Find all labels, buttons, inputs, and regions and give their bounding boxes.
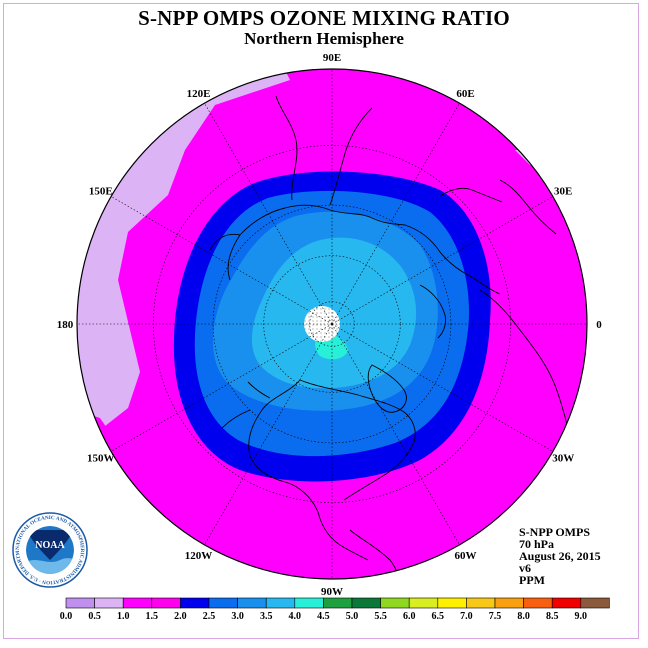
parallel-20n <box>153 145 511 503</box>
longitude-labels: 90E 60E 30E 0 30W 60W 90W 120W 150W 180 150E 120E <box>57 52 603 598</box>
color-bar-tick-0.0: 0.0 <box>60 611 73 622</box>
polar-no-data-region <box>304 306 340 342</box>
longitude-label-90e: 90E <box>323 52 341 64</box>
color-bar-tick-labels: 0.0 0.5 1.0 1.5 2.0 2.5 3.0 3.5 4.0 4.5 5.0 5.5 6.0 6… <box>60 611 587 622</box>
color-bar-tick-5.5: 5.5 <box>374 611 387 622</box>
meridian--30 <box>331 323 553 452</box>
coast-south-america <box>349 529 401 579</box>
color-swatch-10 <box>351 597 381 609</box>
color-bar-swatches <box>65 597 610 609</box>
color-bar-tick-4.5: 4.5 <box>317 611 330 622</box>
graticule <box>77 69 587 579</box>
longitude-label-30w: 30W <box>552 453 574 465</box>
coast-scandinavia <box>419 284 447 339</box>
color-swatch-4 <box>180 597 210 609</box>
coast-middle-east <box>499 179 557 235</box>
color-bar-tick-7.5: 7.5 <box>489 611 502 622</box>
info-units: PPM <box>519 573 545 587</box>
coastlines <box>209 95 571 579</box>
coast-greenland <box>367 364 407 413</box>
info-level: 70 hPa <box>519 537 555 551</box>
color-swatch-8 <box>294 597 324 609</box>
color-swatch-16 <box>523 597 553 609</box>
meridian--60 <box>331 323 460 545</box>
color-bar-tick-2.5: 2.5 <box>203 611 216 622</box>
color-swatch-2 <box>122 597 153 609</box>
coast-africa <box>479 289 571 437</box>
map-subtitle: Northern Hemisphere <box>244 29 404 48</box>
info-instrument: S-NPP OMPS <box>519 525 590 539</box>
noaa-logo-text: NOAA <box>35 540 65 551</box>
longitude-label-120w: 120W <box>185 550 213 562</box>
noaa-logo: NATIONAL OCEANIC AND ATMOSPHERIC ADMINIS… <box>10 510 88 588</box>
color-swatch-18 <box>580 597 610 609</box>
color-swatch-7 <box>265 597 296 609</box>
info-version: v6 <box>519 561 531 575</box>
color-bar-tick-6.5: 6.5 <box>432 611 445 622</box>
coast-asia-east <box>275 95 373 206</box>
meridian-120 <box>204 103 333 325</box>
color-swatch-1 <box>94 597 124 609</box>
color-bar-tick-3.5: 3.5 <box>260 611 273 622</box>
color-swatch-0 <box>65 597 95 609</box>
coast-alaska <box>221 381 271 429</box>
parallel-40n <box>212 204 452 444</box>
color-swatch-9 <box>323 597 353 609</box>
color-swatch-14 <box>466 597 496 609</box>
color-swatch-6 <box>237 597 267 609</box>
color-swatch-5 <box>208 597 238 609</box>
color-swatch-17 <box>551 597 582 609</box>
color-swatch-13 <box>437 597 467 609</box>
longitude-label-60e: 60E <box>456 88 474 100</box>
longitude-label-180: 180 <box>57 319 74 331</box>
longitude-label-30e: 30E <box>554 186 572 198</box>
coast-chukotka <box>209 233 241 281</box>
color-bar-tick-2.0: 2.0 <box>174 611 187 622</box>
color-swatch-12 <box>408 597 439 609</box>
longitude-label-120e: 120E <box>187 88 211 100</box>
coast-north-america-east <box>299 379 416 501</box>
color-bar-tick-9.0: 9.0 <box>575 611 588 622</box>
meridian--120 <box>204 323 333 545</box>
coast-europe <box>404 187 503 295</box>
color-bar-tick-1.5: 1.5 <box>146 611 159 622</box>
color-swatch-15 <box>494 597 524 609</box>
color-bar-tick-1.0: 1.0 <box>117 611 130 622</box>
color-swatch-3 <box>151 597 181 609</box>
coast-siberia <box>239 204 406 236</box>
color-bar-tick-8.0: 8.0 <box>517 611 530 622</box>
map-boundary <box>76 68 588 580</box>
meridian-150 <box>111 196 333 325</box>
color-bar-tick-6.0: 6.0 <box>403 611 416 622</box>
meridian-60 <box>331 103 460 325</box>
color-bar-tick-4.0: 4.0 <box>289 611 302 622</box>
parallel-80n <box>309 301 355 347</box>
color-bar-tick-5.0: 5.0 <box>346 611 359 622</box>
color-bar-tick-0.5: 0.5 <box>88 611 101 622</box>
longitude-label-150w: 150W <box>87 453 115 465</box>
longitude-label-150e: 150E <box>89 186 113 198</box>
map-title: S-NPP OMPS OZONE MIXING RATIO <box>138 6 510 30</box>
longitude-label-60w: 60W <box>455 550 477 562</box>
info-date: August 26, 2015 <box>519 549 601 563</box>
color-bar-tick-8.5: 8.5 <box>546 611 559 622</box>
color-swatch-11 <box>380 597 410 609</box>
ozone-field <box>77 69 587 579</box>
meridian--150 <box>111 323 333 452</box>
longitude-label-0: 0 <box>596 319 602 331</box>
color-bar-legend: 0.0 0.5 1.0 1.5 2.0 2.5 3.0 3.5 4.0 4.5 5.0 5.5 6.0 6… <box>60 597 610 622</box>
color-bar-tick-7.0: 7.0 <box>460 611 473 622</box>
meridian-30 <box>331 196 553 325</box>
coast-north-america-west <box>248 379 369 561</box>
parallel-60n <box>263 255 401 393</box>
color-bar-tick-3.0: 3.0 <box>231 611 244 622</box>
longitude-label-90w: 90W <box>321 586 343 598</box>
page-frame <box>3 3 639 639</box>
